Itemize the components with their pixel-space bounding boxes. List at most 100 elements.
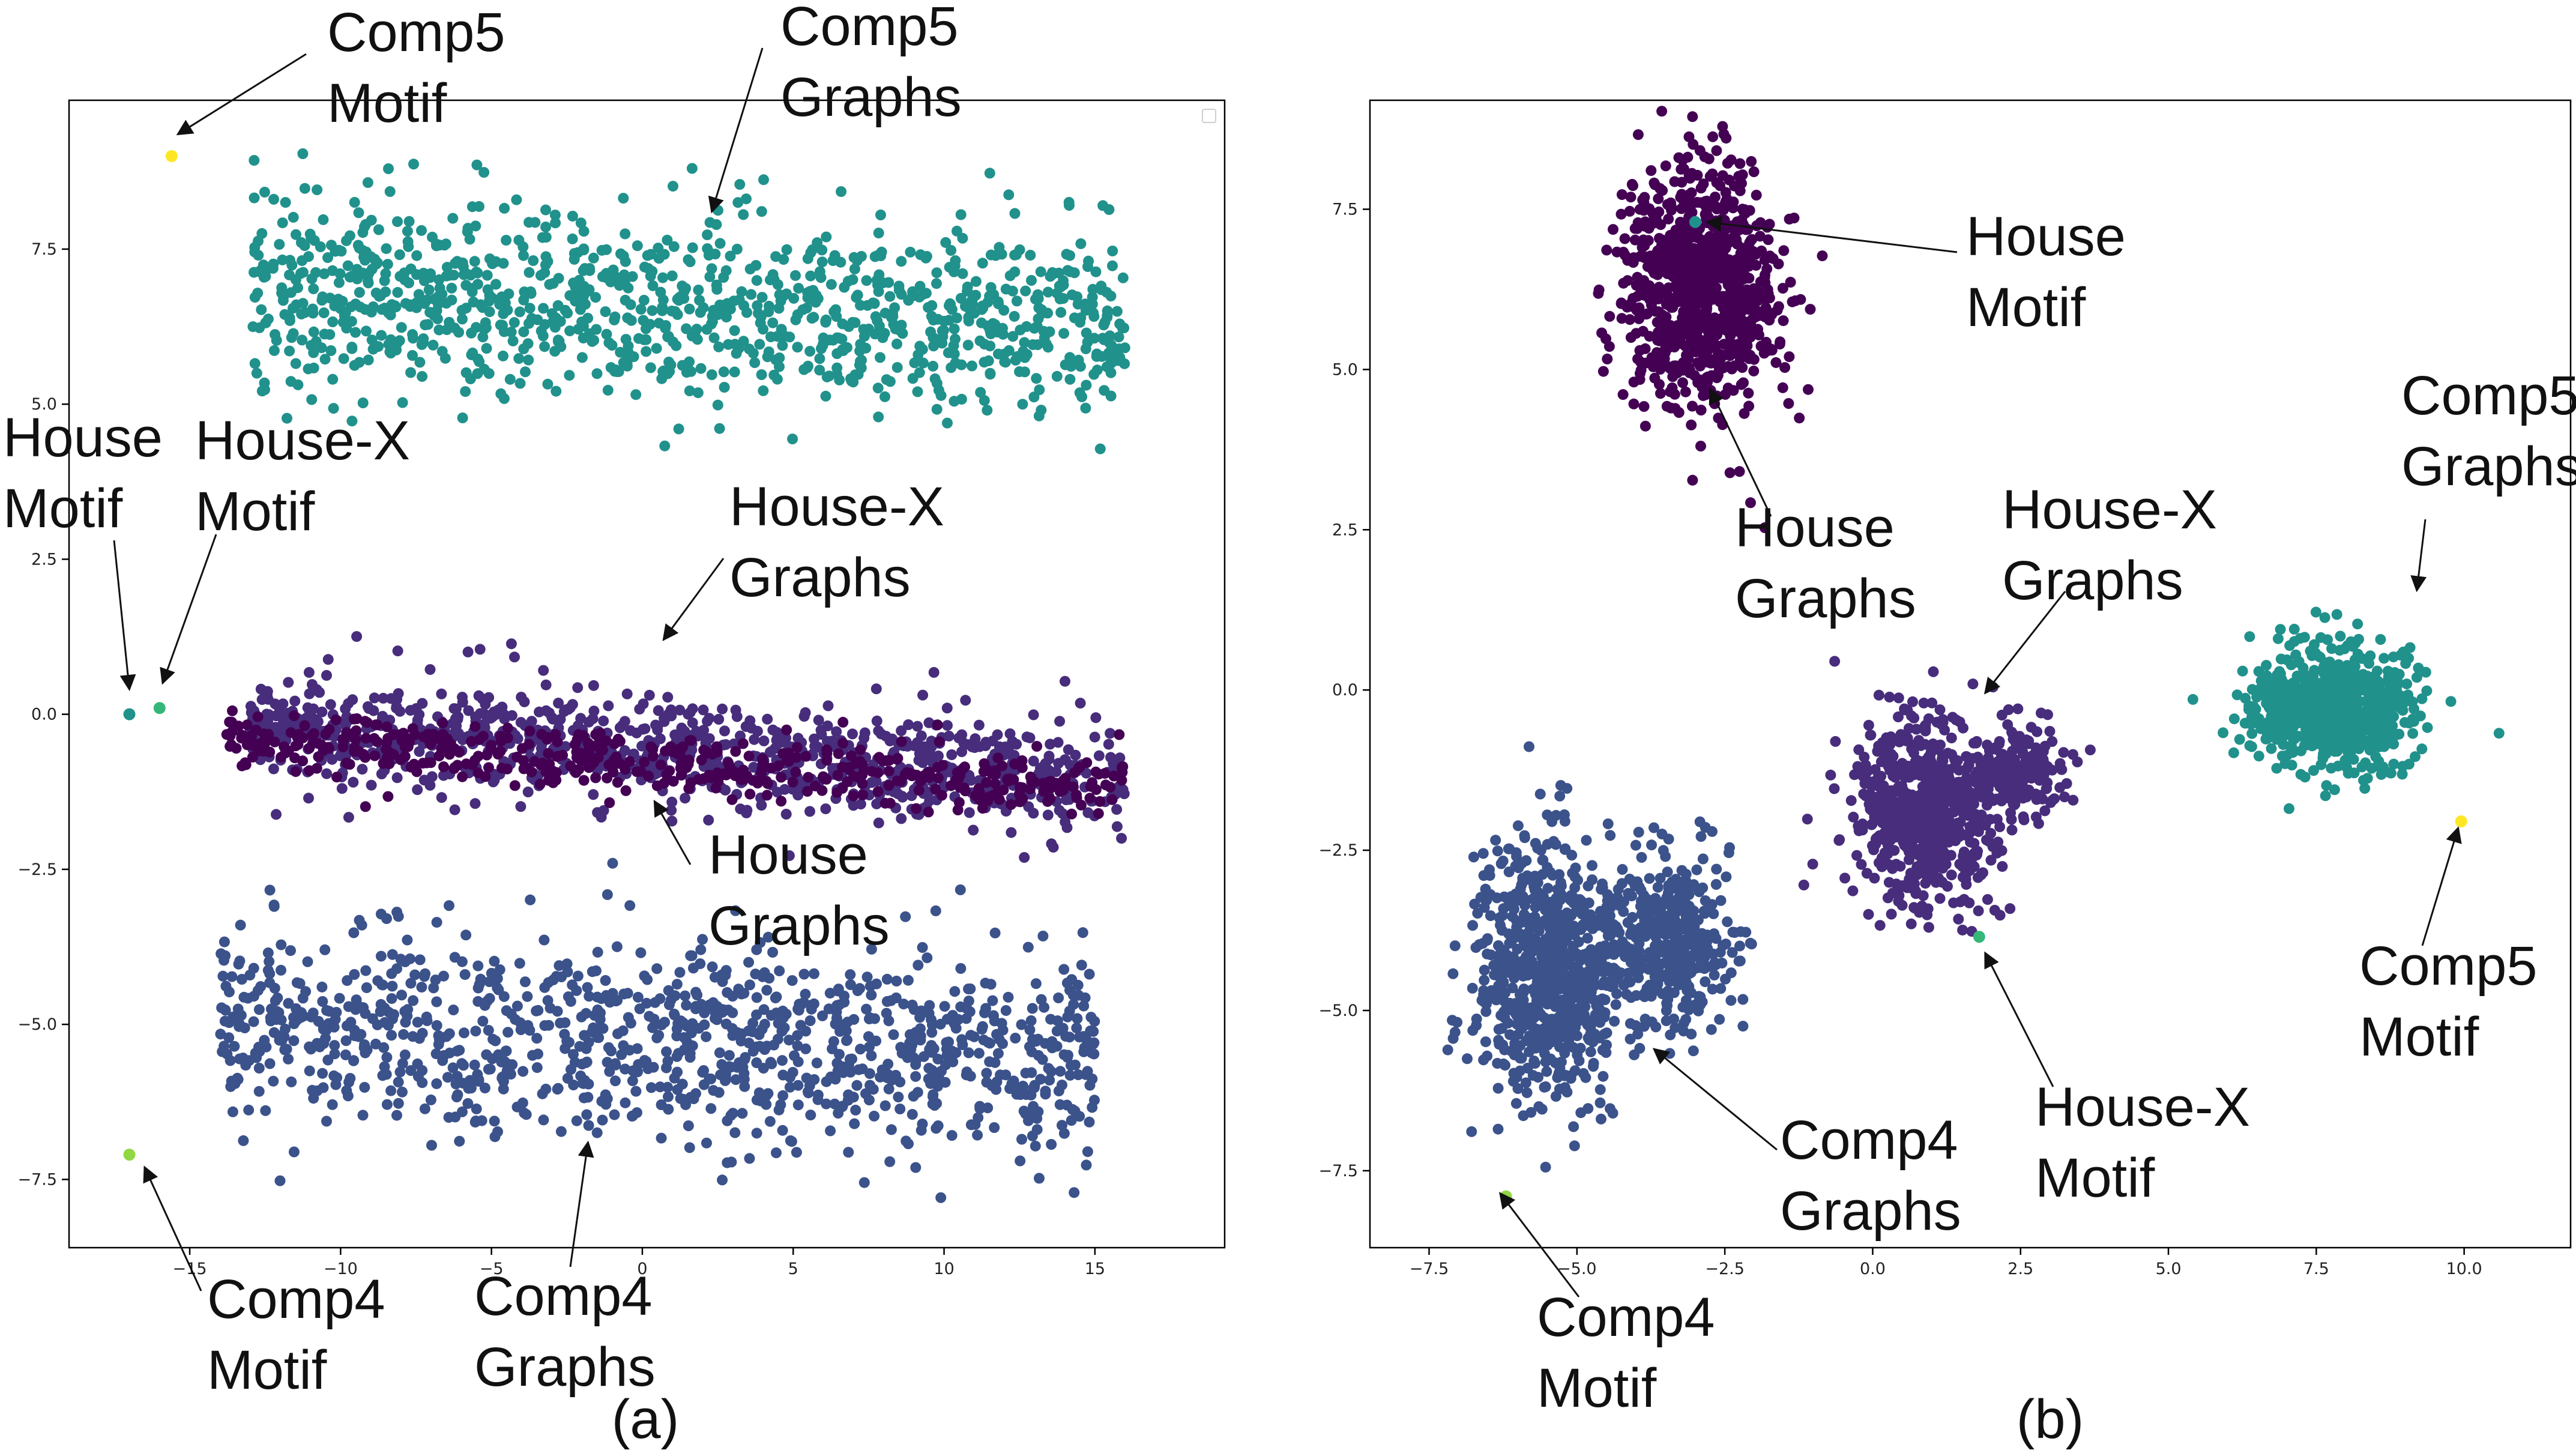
annotation-line: Comp4 [207, 1269, 385, 1330]
cluster-point [220, 950, 231, 961]
cluster-point [511, 194, 522, 205]
cluster-point [1763, 234, 1774, 246]
cluster-point [396, 989, 408, 1001]
cluster-point [1777, 382, 1788, 393]
cluster-point [592, 946, 603, 958]
cluster-point [1116, 762, 1127, 773]
cluster-point [262, 693, 274, 705]
cluster-point [1089, 731, 1100, 743]
cluster-point [872, 250, 884, 261]
cluster-point [578, 333, 589, 344]
cluster-point [360, 965, 372, 976]
cluster-point [809, 1074, 820, 1085]
cluster-point [1100, 779, 1111, 791]
cluster-point [705, 1074, 717, 1084]
cluster-point [421, 757, 432, 769]
cluster-point [777, 1025, 788, 1036]
cluster-point [671, 979, 683, 990]
cluster-point [1748, 354, 1760, 365]
cluster-point [912, 737, 923, 748]
cluster-point [1054, 716, 1066, 727]
annotation-label: Comp4 Graphs [474, 1266, 656, 1398]
cluster-point [805, 1110, 816, 1121]
cluster-point [220, 980, 232, 992]
cluster-point [437, 717, 448, 728]
cluster-point [1677, 364, 1689, 376]
cluster-point [641, 323, 651, 334]
cluster-point [955, 884, 966, 895]
cluster-point [253, 1004, 265, 1015]
cluster-point [1686, 168, 1698, 179]
cluster-point [350, 327, 361, 338]
cluster-point [792, 733, 804, 744]
motif-point [123, 708, 136, 720]
cluster-point [540, 204, 551, 216]
cluster-point [277, 295, 289, 306]
annotation-line: House [708, 824, 868, 886]
cluster-point [1107, 260, 1118, 271]
cluster-point [1730, 261, 1741, 272]
cluster-point [284, 312, 295, 324]
cluster-point [393, 1077, 404, 1088]
cluster-point [1648, 214, 1659, 225]
cluster-point [1069, 1105, 1081, 1117]
cluster-point [804, 1015, 816, 1026]
cluster-point [498, 393, 510, 404]
cluster-point [1667, 364, 1678, 376]
cluster-point [583, 1120, 594, 1131]
cluster-point [668, 241, 680, 252]
cluster-point [894, 1104, 906, 1114]
cluster-point [478, 167, 490, 178]
cluster-point [833, 748, 844, 760]
cluster-point [430, 974, 441, 986]
cluster-point [513, 353, 525, 364]
cluster-point [576, 352, 588, 363]
cluster-point [265, 1003, 277, 1015]
cluster-point [1058, 1049, 1070, 1060]
cluster-point [431, 917, 442, 928]
cluster-point [1777, 283, 1788, 294]
cluster-point [666, 796, 678, 808]
cluster-point [752, 778, 764, 789]
cluster-point [615, 346, 626, 358]
cluster-point [1062, 1011, 1073, 1023]
cluster-point [1014, 366, 1025, 377]
cluster-point [648, 1062, 659, 1073]
cluster-point [1020, 1068, 1031, 1079]
cluster-point [811, 1057, 822, 1069]
cluster-point [516, 743, 528, 754]
cluster-point [564, 370, 575, 381]
cluster-point [749, 357, 761, 368]
cluster-point [866, 989, 877, 1001]
cluster-point [638, 315, 649, 326]
cluster-point [538, 665, 549, 676]
cluster-point [584, 284, 595, 295]
cluster-point [595, 1007, 606, 1018]
cluster-point [912, 959, 924, 971]
cluster-point [883, 766, 894, 777]
cluster-point [666, 815, 678, 827]
cluster-point [806, 1003, 817, 1015]
cluster-point [984, 1038, 995, 1049]
cluster-point [594, 736, 605, 747]
annotation-line: House-X [729, 476, 944, 537]
cluster-point [457, 313, 468, 325]
cluster-point [1773, 258, 1784, 270]
cluster-point [688, 1093, 699, 1104]
cluster-point [873, 725, 884, 737]
cluster-point [518, 326, 529, 337]
cluster-point [390, 301, 402, 313]
cluster-point [1043, 1063, 1054, 1074]
cluster-point [568, 1049, 579, 1060]
cluster-point [944, 299, 956, 310]
cluster-point [842, 342, 852, 353]
cluster-point [1617, 389, 1629, 400]
cluster-point [360, 716, 371, 727]
annotation-arrow [662, 558, 725, 641]
cluster-point [511, 1000, 523, 1012]
cluster-point [792, 1099, 804, 1111]
cluster-point [598, 715, 609, 726]
cluster-point [1087, 1074, 1098, 1084]
cluster-point [979, 395, 990, 406]
cluster-point [1111, 821, 1123, 832]
